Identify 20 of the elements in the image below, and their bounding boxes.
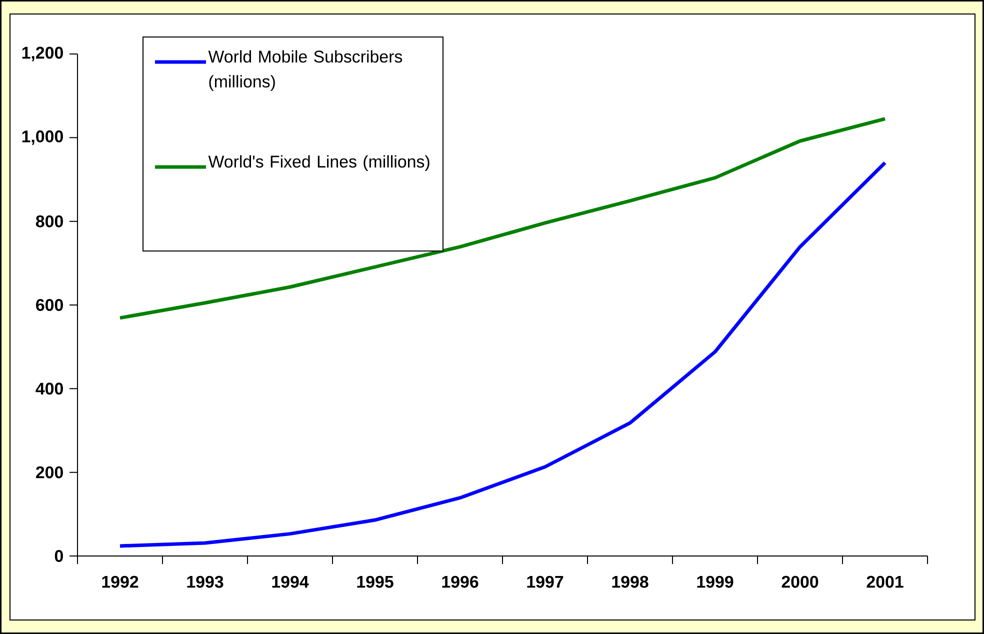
x-tick-label: 1992 <box>102 576 138 588</box>
x-tick-label: 1996 <box>442 576 478 588</box>
legend-label: World's Fixed Lines (millions) <box>208 155 430 171</box>
y-tick-label: 1,000 <box>22 130 63 145</box>
y-tick-label: 600 <box>36 298 63 311</box>
x-tick-label: 1998 <box>612 576 648 588</box>
x-tick-label: 1993 <box>187 576 224 588</box>
x-tick-label: 1997 <box>527 576 564 588</box>
y-tick-label: 1,200 <box>22 46 63 62</box>
x-tick-label: 2000 <box>782 576 818 588</box>
x-tick-label: 2001 <box>866 576 904 588</box>
x-tick-label: 1995 <box>357 576 394 588</box>
y-tick-label: 200 <box>36 466 63 478</box>
x-tick-label: 1994 <box>272 576 309 588</box>
line-series <box>118 117 887 320</box>
x-tick-label: 1999 <box>697 576 734 588</box>
y-tick-label: 400 <box>36 382 63 395</box>
y-tick-label: 800 <box>36 215 63 228</box>
y-tick-label: 0 <box>54 550 63 562</box>
legend-label: World Mobile Subscribers (millions) <box>208 50 402 91</box>
